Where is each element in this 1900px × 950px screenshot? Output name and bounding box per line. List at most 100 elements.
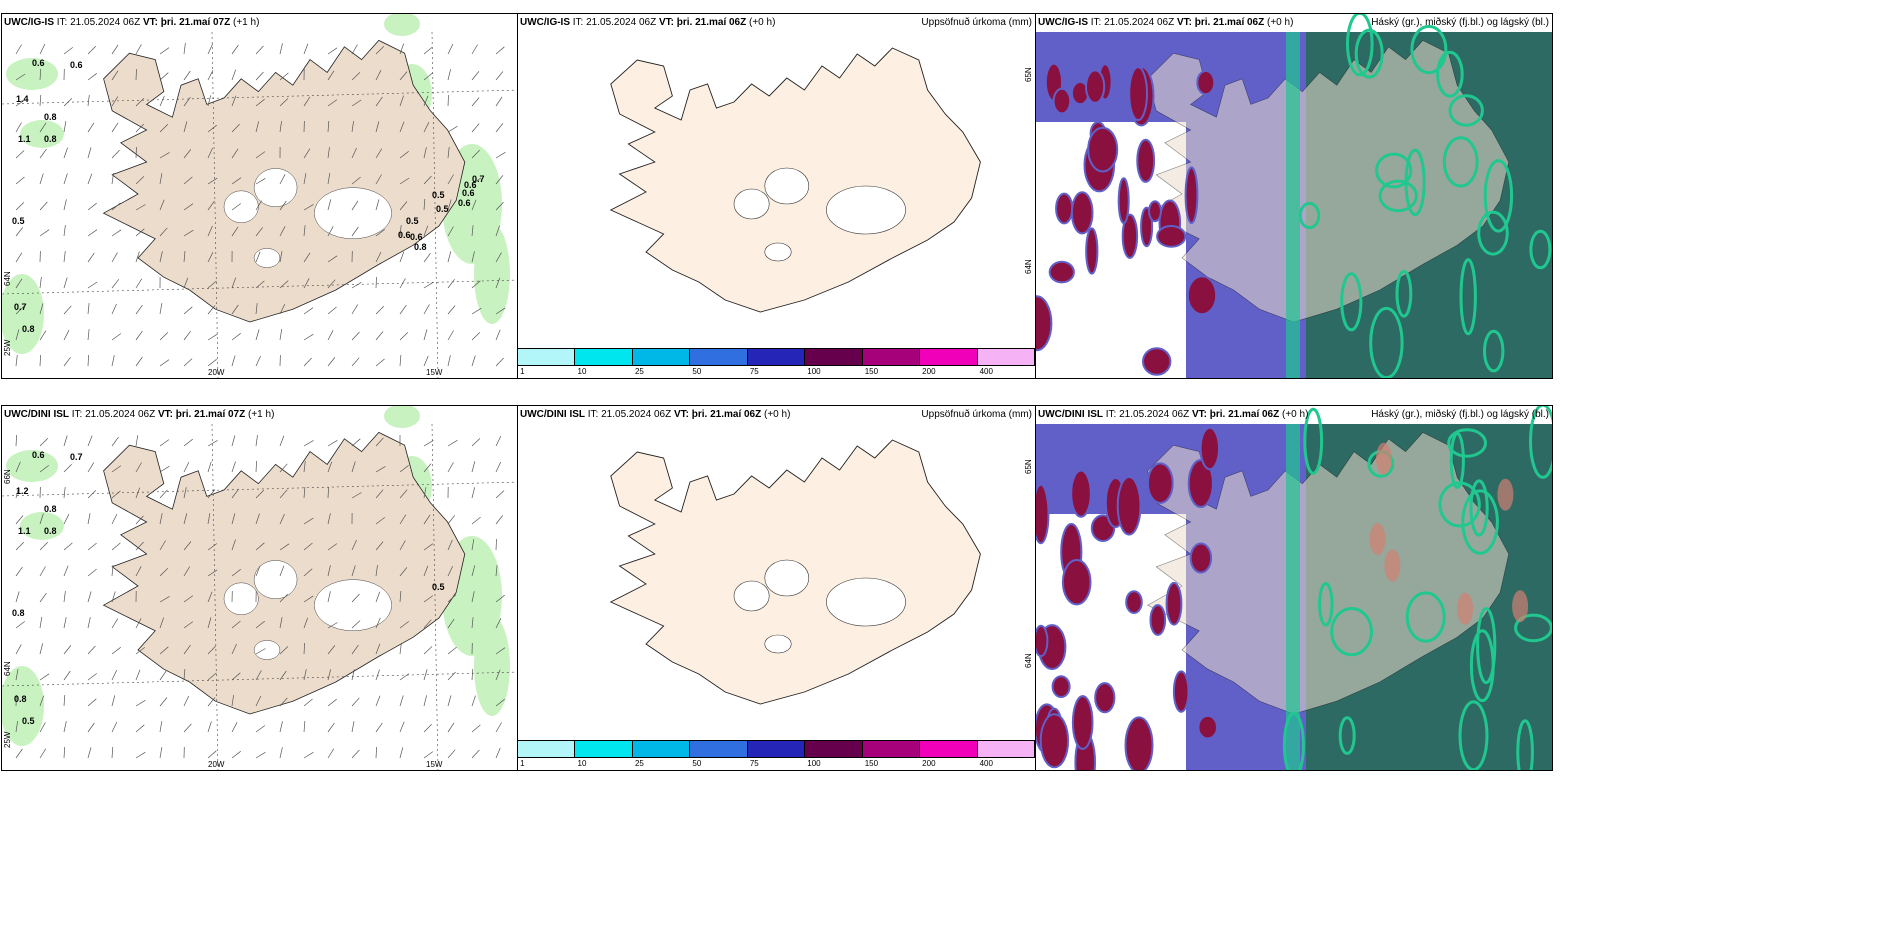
- wind-barb: [231, 177, 242, 185]
- colorbar-label: 1: [520, 367, 525, 376]
- wind-barb: [159, 747, 163, 759]
- wind-barb: [447, 278, 455, 289]
- wind-barb: [39, 748, 47, 759]
- wind-barb: [399, 695, 404, 707]
- low-cloud-patch: [1085, 227, 1099, 275]
- wind-barb: [111, 149, 120, 159]
- wind-barb: [63, 47, 74, 55]
- panel-header: UWC/DINI ISL IT: 21.05.2024 06Z VT: þri.…: [518, 406, 1035, 424]
- wind-barb: [495, 329, 501, 341]
- cloud-contour: [1354, 28, 1384, 79]
- wind-barb: [423, 595, 434, 603]
- cloud-contour: [1405, 591, 1446, 643]
- panel-title: Háský (gr.), miðský (fj.bl.) og lágský (…: [1371, 17, 1549, 28]
- precip-value-label: 0.8: [44, 526, 57, 536]
- wind-barb: [423, 751, 434, 759]
- wind-barb: [111, 173, 114, 185]
- wind-barb: [15, 566, 23, 577]
- wind-barb: [39, 542, 49, 551]
- wind-barb: [279, 200, 287, 211]
- wind-barb: [327, 669, 332, 681]
- wind-barb: [255, 435, 258, 447]
- low-cloud-patch: [1512, 590, 1529, 623]
- wind-barb: [111, 564, 114, 577]
- wind-barb: [183, 121, 188, 133]
- wind-barb: [447, 43, 454, 55]
- wind-barb: [351, 72, 361, 81]
- wind-barb: [279, 670, 287, 681]
- glacier: [253, 168, 298, 208]
- wind-barb: [207, 440, 218, 447]
- wind-barb: [495, 307, 506, 315]
- wind-barb: [183, 203, 194, 211]
- wind-barb: [231, 304, 239, 315]
- wind-barb: [87, 73, 98, 81]
- wind-barb: [135, 356, 143, 367]
- wind-barb: [15, 644, 22, 655]
- wind-barb: [447, 251, 452, 263]
- wind-barb: [207, 70, 214, 81]
- wind-barb: [207, 177, 218, 185]
- glacier: [253, 248, 281, 268]
- wind-barb: [15, 541, 25, 551]
- precip-area: [384, 406, 420, 428]
- precip-value-label: 0.7: [472, 174, 485, 184]
- wind-barb: [159, 513, 163, 525]
- wind-precip-map: 0.6 0.60.81.40.81.10.50.50.70.80.60.60.50…: [2, 14, 517, 378]
- panel-bottom-left: UWC/DINI ISL IT: 21.05.2024 06Z VT: þri.…: [1, 405, 518, 771]
- cloud-contour: [1529, 406, 1552, 479]
- wind-barb: [87, 95, 90, 107]
- wind-barb: [87, 591, 92, 603]
- low-cloud-patch: [1497, 478, 1514, 511]
- wind-barb: [423, 619, 432, 629]
- wind-barb: [111, 618, 119, 629]
- colorbar-label: 100: [807, 759, 821, 768]
- accum-precip-map: [518, 406, 1035, 770]
- wind-barb: [87, 673, 98, 681]
- wind-barb: [63, 721, 67, 733]
- wind-barb: [231, 722, 238, 733]
- meridian-line: [431, 423, 439, 770]
- panel-bottom-right: UWC/DINI ISL IT: 21.05.2024 06Z VT: þri.…: [1035, 405, 1553, 771]
- wind-barb: [135, 700, 146, 707]
- wind-barb: [87, 513, 91, 525]
- wind-barb: [399, 514, 407, 525]
- wind-barb: [423, 355, 429, 367]
- wind-barb: [471, 617, 474, 629]
- wind-barb: [423, 304, 430, 315]
- wind-barb: [279, 226, 286, 237]
- wind-barb: [15, 669, 19, 681]
- low-cloud-patch: [1094, 682, 1116, 714]
- wind-barb: [159, 251, 163, 263]
- colorbar-label: 25: [634, 367, 644, 376]
- wind-barb: [255, 752, 266, 759]
- wind-barb: [351, 99, 362, 107]
- wind-barb: [327, 543, 338, 551]
- wind-barb: [255, 200, 262, 211]
- low-cloud-patch: [1136, 138, 1156, 183]
- wind-barb: [279, 303, 286, 315]
- wind-barb: [447, 565, 454, 577]
- colorbar-label: 100: [807, 367, 821, 376]
- wind-barb: [495, 594, 505, 603]
- wind-barb: [87, 46, 97, 55]
- wind-barb: [255, 513, 260, 525]
- panel-header: UWC/IG-IS IT: 21.05.2024 06Z VT: þri. 21…: [518, 14, 1035, 32]
- wind-barb: [351, 282, 362, 289]
- wind-barb: [471, 438, 481, 447]
- wind-barb: [351, 461, 356, 473]
- wind-barb: [447, 126, 458, 133]
- wind-barb: [471, 149, 480, 159]
- wind-barb: [351, 331, 360, 341]
- wind-barb: [111, 303, 117, 315]
- panel-title: Uppsöfnuð úrkoma (mm): [921, 409, 1032, 420]
- wind-barb: [63, 514, 70, 525]
- wind-barb: [399, 590, 402, 603]
- wind-barb: [279, 513, 285, 525]
- wind-barb: [423, 543, 434, 551]
- lat-tick-65n: 65N: [1024, 459, 1033, 474]
- meridian-line: [431, 31, 439, 378]
- cloud-edge-band: [1286, 32, 1300, 378]
- wind-barb: [375, 148, 383, 159]
- precip-value-label: 1.2: [16, 486, 29, 496]
